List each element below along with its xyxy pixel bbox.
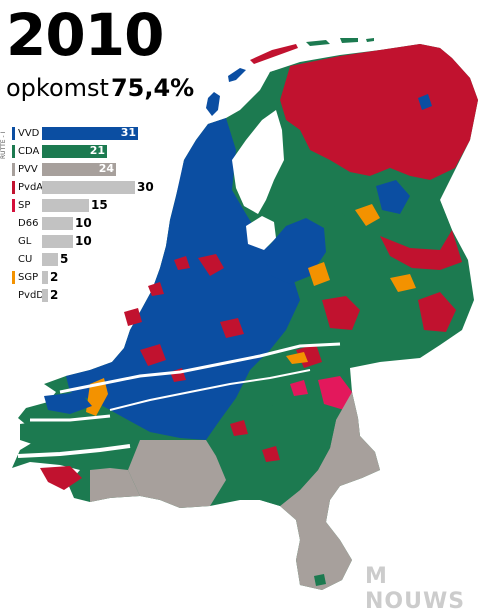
island-rottumeroog — [366, 38, 374, 42]
watermark: M NOUWS — [365, 564, 466, 614]
seat-bar — [42, 252, 58, 266]
city-tilburg-pvda — [230, 420, 248, 436]
year-title: 2010 — [6, 1, 164, 69]
party-name: D66 — [18, 217, 39, 229]
legend-tick — [12, 289, 15, 302]
legend-row-pvda: PvdA 30 — [12, 180, 154, 194]
city-den-haag-pvda — [124, 308, 142, 326]
region-walcheren-pvda — [40, 466, 82, 490]
rivers-delta — [59, 342, 341, 394]
party-name: SP — [18, 199, 31, 211]
city-oss-sp — [290, 380, 308, 396]
seat-count: 5 — [60, 252, 69, 266]
party-name: PVV — [18, 163, 38, 175]
seat-count: 2 — [50, 270, 59, 284]
region-overijssel-vvd — [376, 180, 410, 214]
legend-tick — [12, 162, 15, 176]
region-urk-sgp — [355, 204, 380, 226]
city-rotterdam-pvda — [140, 344, 166, 366]
city-maastricht-cda — [314, 574, 326, 586]
region-north-pvda — [280, 44, 478, 180]
oosterschelde — [30, 414, 111, 422]
region-veluwe-sgp — [286, 352, 308, 364]
party-name: PvdA — [18, 181, 44, 193]
seat-bar: 21 — [42, 143, 107, 158]
party-name: SGP — [18, 271, 39, 283]
region-zeeland-pvv — [90, 468, 140, 502]
party-name: GL — [18, 235, 32, 247]
seat-count: 24 — [98, 161, 114, 175]
city-leiden-pvda — [148, 282, 164, 296]
seat-count: 21 — [89, 143, 105, 157]
island-vlieland — [228, 68, 246, 82]
island-ameland — [306, 40, 330, 46]
city-eindhoven-pvda — [262, 446, 280, 462]
region-zeeland-sgp — [86, 378, 108, 416]
region-zeeland-vvd — [44, 392, 92, 414]
city-amsterdam-pvda — [198, 254, 224, 276]
party-name: PvdD — [18, 289, 44, 301]
turnout-value: 75,4% — [110, 74, 195, 102]
seat-bar: 31 — [42, 125, 138, 140]
markermeer-water — [246, 216, 276, 250]
legend-row-d66: D66 10 — [12, 216, 92, 230]
seat-count: 31 — [120, 125, 136, 139]
legend-row-vvd: VVD 31 — [12, 126, 138, 140]
city-groningen-vvd — [418, 94, 432, 110]
westerschelde — [17, 444, 131, 458]
island-terschelling — [250, 44, 298, 64]
legend-row-pvdd: PvdD 2 — [12, 288, 58, 302]
party-name: CDA — [18, 145, 40, 157]
legend-row-gl: GL 10 — [12, 234, 92, 248]
river-waal — [109, 369, 311, 411]
seat-legend: VVD 31 CDA 21 PVV 24 PvdA 30 SP 15 D66 10 GL 10 CU 5 SGP… — [0, 126, 154, 302]
legend-row-cu: CU 5 — [12, 252, 68, 266]
legend-row-pvv: PVV 24 — [12, 162, 116, 176]
legend-tick — [12, 180, 15, 194]
city-utrecht-pvda — [220, 318, 244, 338]
region-twente-pvda — [418, 292, 456, 332]
region-drenthe-pvda — [380, 230, 462, 270]
region-zeeland-cda — [20, 420, 56, 446]
legend-row-cda: CDA 21 — [12, 144, 107, 158]
seat-count: 2 — [50, 288, 59, 302]
region-nijmegen-sp — [318, 376, 352, 410]
city-zaandam-pvda — [174, 256, 190, 270]
turnout: opkomst75,4% — [6, 73, 194, 106]
seat-bar — [42, 216, 73, 230]
seat-bar — [42, 198, 89, 212]
legend-tick — [12, 253, 15, 266]
island-texel — [206, 92, 220, 116]
legend-tick — [12, 126, 15, 140]
seat-bar — [42, 234, 73, 248]
seat-count: 15 — [91, 198, 108, 212]
region-staphorst-sgp — [390, 274, 416, 292]
legend-row-sgp: SGP 2 — [12, 270, 58, 284]
legend-tick — [12, 235, 15, 248]
seat-count: 30 — [137, 180, 154, 194]
party-name: CU — [18, 253, 33, 265]
region-south-pvv — [280, 392, 380, 590]
city-zwolle-cda — [300, 180, 320, 200]
seat-bar — [42, 288, 48, 302]
seat-bar: 24 — [42, 161, 116, 176]
seat-bar — [42, 180, 135, 194]
region-flevo-sgp — [308, 262, 330, 286]
island-schiermonnikoog — [340, 38, 358, 43]
legend-tick — [12, 217, 15, 230]
turnout-label: opkomst — [6, 74, 109, 102]
seat-count: 10 — [75, 234, 92, 248]
seat-count: 10 — [75, 216, 92, 230]
legend-tick — [12, 144, 15, 158]
legend-tick — [12, 198, 15, 212]
ijsselmeer-water — [232, 110, 284, 214]
legend-tick — [12, 270, 15, 284]
seat-bar — [42, 270, 48, 284]
netherlands-election-map — [12, 38, 478, 590]
party-name: VVD — [18, 127, 40, 139]
region-gelderland-pvda — [322, 296, 360, 330]
region-brabant-west-pvv — [128, 440, 226, 508]
legend-row-sp: SP 15 — [12, 198, 108, 212]
